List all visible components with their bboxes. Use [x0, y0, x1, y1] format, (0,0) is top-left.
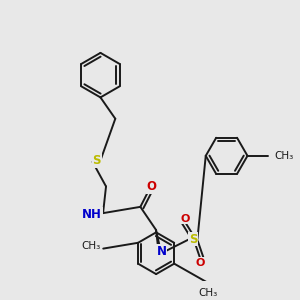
Text: O: O [196, 257, 205, 268]
Text: NH: NH [82, 208, 102, 221]
Text: CH₃: CH₃ [274, 151, 293, 161]
Text: N: N [157, 245, 167, 258]
Text: CH₃: CH₃ [198, 289, 218, 298]
Text: S: S [189, 233, 197, 246]
Text: S: S [92, 154, 101, 167]
Text: O: O [180, 214, 190, 224]
Text: O: O [146, 180, 157, 193]
Text: CH₃: CH₃ [81, 241, 101, 251]
